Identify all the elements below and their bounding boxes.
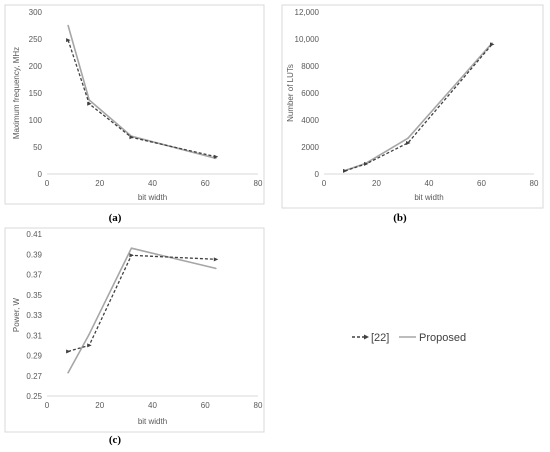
y-axis-title: Number of LUTs [286, 64, 295, 122]
y-tick-label: 0.39 [26, 250, 42, 259]
series-point-1 [343, 168, 348, 173]
x-axis-title: bit width [414, 193, 443, 202]
y-tick-label: 10,000 [295, 35, 320, 44]
x-tick-label: 60 [201, 179, 210, 188]
y-tick-label: 0.37 [26, 271, 42, 280]
y-axis-title: Power, W [12, 297, 21, 332]
series-point-1 [406, 140, 411, 145]
y-tick-label: 150 [29, 89, 43, 98]
y-tick-label: 250 [29, 35, 43, 44]
series-point-2 [88, 333, 90, 336]
x-tick-label: 0 [45, 401, 50, 410]
y-tick-label: 0 [38, 170, 43, 179]
y-tick-label: 0.29 [26, 352, 42, 361]
series-point-2 [67, 371, 69, 374]
y-tick-label: 0.25 [26, 392, 42, 401]
x-tick-label: 60 [201, 401, 210, 410]
y-tick-label: 50 [33, 143, 42, 152]
panel-label: (a) [109, 212, 122, 224]
y-tick-label: 0.35 [26, 291, 42, 300]
series-point-2 [88, 99, 90, 101]
chart-panel-3: 0.25 0.27 0.29 0.31 0.33 0.35 0.37 0.39 0.41 0 20 4… [4, 227, 265, 446]
series-point-2 [67, 24, 69, 27]
y-tick-label: 4000 [301, 116, 319, 125]
x-tick-label: 20 [95, 401, 104, 410]
y-tick-label: 300 [29, 8, 43, 17]
y-tick-label: 12,000 [295, 8, 320, 17]
x-tick-label: 60 [477, 179, 486, 188]
series-point-1 [213, 154, 219, 159]
x-tick-label: 0 [322, 179, 327, 188]
chart-frame [4, 4, 265, 205]
y-tick-label: 100 [29, 116, 43, 125]
series-point-1 [213, 257, 219, 262]
y-tick-label: 0.31 [26, 331, 42, 340]
panel-label: (b) [393, 212, 407, 224]
chart-frame [281, 4, 544, 209]
y-tick-label: 0.41 [26, 230, 42, 239]
y-tick-label: 0.27 [26, 372, 42, 381]
y-tick-label: 6000 [301, 89, 319, 98]
panel-label: (c) [109, 434, 122, 446]
series-point-1 [490, 42, 495, 47]
y-axis-title: Maximum frequency, MHz [12, 47, 21, 139]
y-tick-label: 8000 [301, 62, 319, 71]
series-line-1 [67, 39, 216, 158]
y-tick-label: 0 [315, 170, 320, 179]
series-point-2 [407, 137, 409, 140]
series-line-2 [67, 247, 216, 374]
x-axis-title: bit width [138, 417, 167, 426]
series-line-1 [344, 43, 493, 172]
x-tick-label: 0 [45, 179, 50, 188]
x-tick-label: 20 [95, 179, 104, 188]
series-point-2 [130, 247, 133, 249]
series-point-1 [66, 349, 71, 354]
x-tick-label: 40 [148, 179, 157, 188]
x-tick-label: 40 [148, 401, 157, 410]
series-point-1 [364, 161, 369, 166]
legend: [22] Proposed [352, 332, 466, 344]
y-tick-label: 200 [29, 62, 43, 71]
series-line-2 [344, 42, 493, 172]
chart-frame [4, 227, 265, 433]
y-tick-label: 0.33 [26, 311, 42, 320]
legend-label-series-2: Proposed [419, 332, 466, 344]
x-tick-label: 80 [254, 401, 263, 410]
series-point-2 [215, 267, 217, 270]
series-line-1 [67, 254, 216, 353]
x-tick-label: 80 [254, 179, 263, 188]
series-point-1 [129, 253, 134, 258]
legend-marker-series-1 [364, 334, 369, 340]
x-tick-label: 20 [372, 179, 381, 188]
legend-label-series-1: [22] [371, 332, 389, 344]
x-tick-label: 80 [530, 179, 539, 188]
series-point-1 [129, 135, 134, 140]
series-point-1 [87, 343, 92, 348]
x-tick-label: 40 [425, 179, 434, 188]
series-point-1 [66, 38, 71, 43]
series-line-2 [67, 25, 217, 160]
chart-panel-2: 0 2000 4000 6000 8000 10,000 12,000 0 20 40 60 80 bi… [281, 4, 544, 224]
series-point-1 [87, 101, 92, 106]
x-axis-title: bit width [138, 193, 167, 202]
y-tick-label: 2000 [301, 143, 319, 152]
chart-panel-1: 0 50 100 150 200 250 300 0 20 40 60 80 bit width Maxi… [4, 4, 265, 224]
